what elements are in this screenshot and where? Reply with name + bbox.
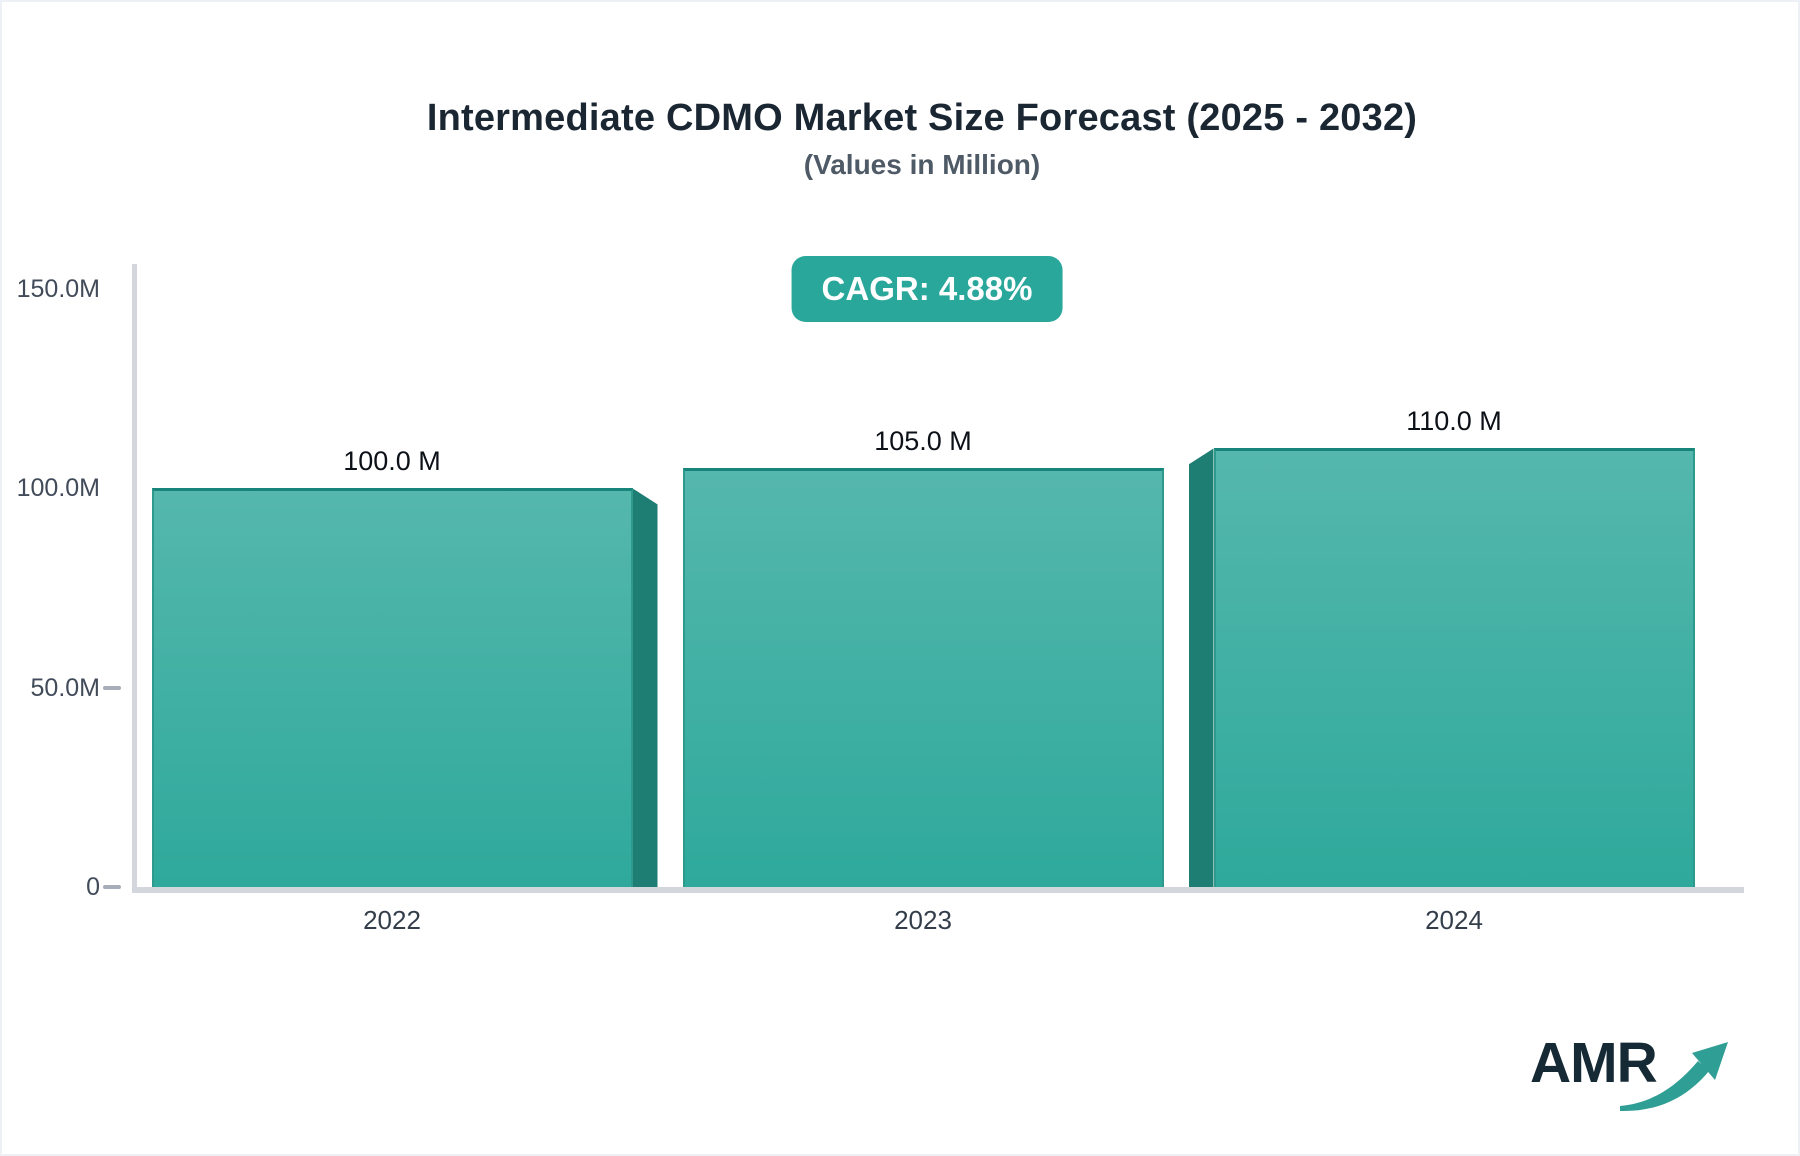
x-axis-label: 2023 — [894, 905, 952, 935]
y-axis-tick-dash — [103, 685, 121, 690]
bar-2022 — [151, 488, 633, 887]
amr-logo-text: AMR — [1530, 1031, 1658, 1095]
y-axis-tick-dash — [103, 885, 121, 889]
y-axis-tick-label: 50.0M — [30, 673, 100, 702]
amr-logo: AMR — [1530, 1030, 1790, 1120]
y-axis-tick-label: 150.0M — [16, 275, 100, 303]
chart-title: Intermediate CDMO Market Size Forecast (… — [426, 97, 1418, 139]
bar-value-label: 100.0 M — [343, 446, 441, 477]
bar-2023 — [682, 468, 1164, 887]
growth-arrow-icon — [1620, 1042, 1728, 1112]
bar-3d-side — [632, 488, 658, 887]
bar-value-label: 105.0 M — [874, 426, 972, 457]
bar-value-label: 110.0 M — [1406, 406, 1502, 437]
x-axis-label: 2024 — [1425, 905, 1483, 935]
y-axis-line — [132, 264, 137, 893]
x-axis-line — [132, 887, 1744, 893]
cagr-badge: CAGR: 4.88% — [791, 256, 1063, 322]
y-axis-tick-label: 0 — [86, 873, 100, 901]
y-axis-tick-label: 100.0M — [16, 474, 100, 503]
chart-subtitle: (Values in Million) — [803, 149, 1041, 180]
bar-3d-side — [1188, 448, 1214, 887]
x-axis-label: 2022 — [363, 905, 421, 935]
bar-2024 — [1213, 448, 1695, 887]
